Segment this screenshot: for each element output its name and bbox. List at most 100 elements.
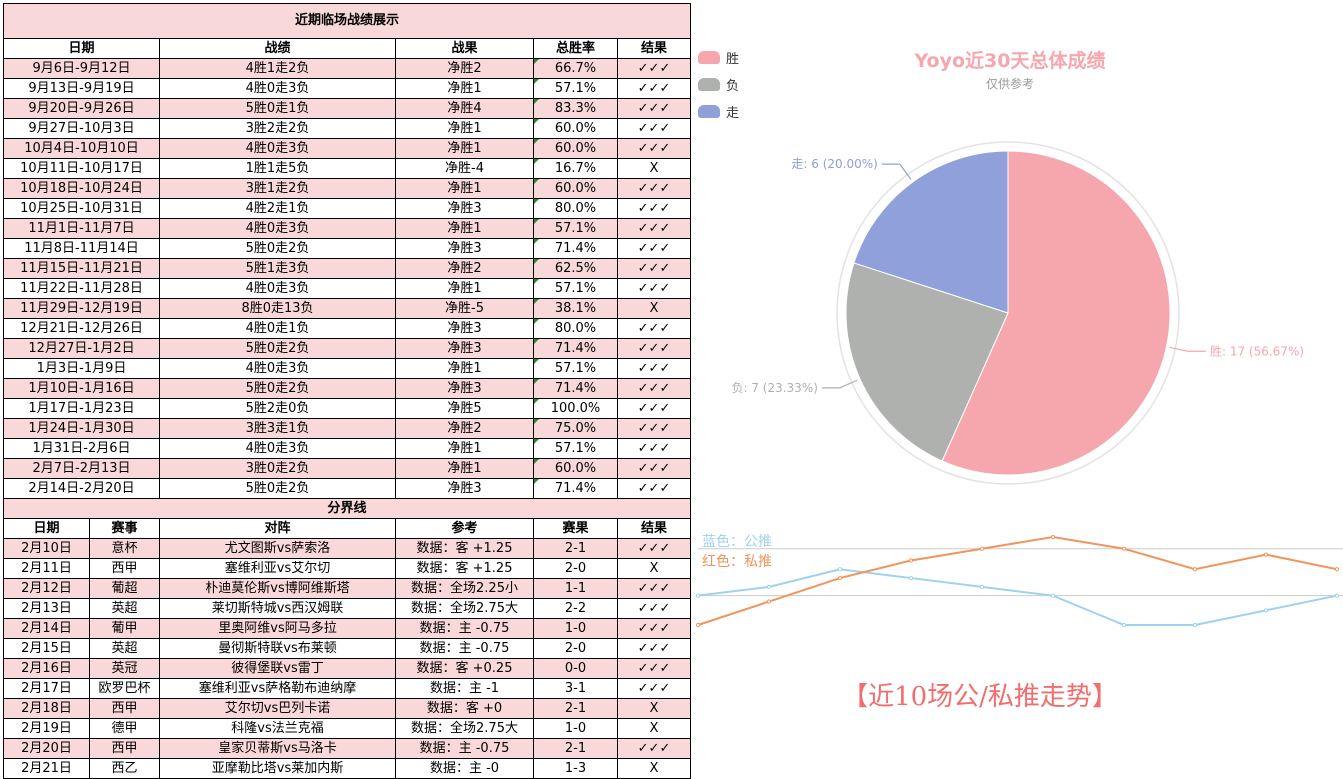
trend-point xyxy=(695,622,701,628)
weekly-row: 2月7日-2月13日 3胜0走2负 净胜1 60.0% ✓✓✓ xyxy=(3,458,692,479)
match-league: 欧罗巴杯 xyxy=(89,678,160,699)
match-league: 英超 xyxy=(89,598,160,619)
weekly-rate: 38.1% xyxy=(533,298,618,319)
weekly-rate: 83.3% xyxy=(533,98,618,119)
weekly-row: 9月27日-10月3日 3胜2走2负 净胜1 60.0% ✓✓✓ xyxy=(3,118,692,139)
weekly-header-cell: 战绩 xyxy=(159,38,396,59)
match-date: 2月15日 xyxy=(3,638,90,659)
pie-legend: 胜负走 xyxy=(698,44,739,125)
trend-point xyxy=(766,584,772,589)
weekly-record: 5胜2走0负 xyxy=(159,398,396,419)
match-score: 1-0 xyxy=(533,718,618,739)
weekly-rate: 80.0% xyxy=(533,318,618,339)
match-score: 0-0 xyxy=(533,658,618,679)
weekly-record: 4胜0走3负 xyxy=(159,78,396,99)
weekly-net: 净胜3 xyxy=(395,338,534,359)
match-match: 里奥阿维vs阿马多拉 xyxy=(159,618,396,639)
match-date: 2月12日 xyxy=(3,578,90,599)
weekly-row: 11月22日-11月28日 4胜0走3负 净胜1 57.1% ✓✓✓ xyxy=(3,278,692,299)
pie-outer-ring xyxy=(836,141,1180,485)
match-result: ✓✓✓ xyxy=(616,538,692,559)
weekly-row: 1月3日-1月9日 4胜0走3负 净胜1 57.1% ✓✓✓ xyxy=(3,358,692,379)
weekly-rate: 57.1% xyxy=(533,78,618,99)
trend-point xyxy=(837,575,843,581)
weekly-record: 5胜0走2负 xyxy=(159,338,396,359)
public-series-label: 蓝色：公推 xyxy=(702,534,772,550)
private-series-label: 红色：私推 xyxy=(702,554,772,570)
weekly-result: ✓✓✓ xyxy=(616,398,692,419)
match-date: 2月21日 xyxy=(3,758,90,779)
weekly-net: 净胜2 xyxy=(395,58,534,79)
match-match: 朴迪莫伦斯vs博阿维斯塔 xyxy=(159,578,396,599)
weekly-net: 净胜3 xyxy=(395,198,534,219)
record-table: 近期临场战绩展示 日期 战绩 战果 总胜率 结果 9月6日-9月12日 4胜1走2负 净胜2 66… xyxy=(2,3,692,779)
match-result: X xyxy=(616,758,692,779)
weekly-record: 4胜0走3负 xyxy=(159,278,396,299)
legend-swatch xyxy=(698,51,720,64)
match-header-cell: 对阵 xyxy=(159,518,396,539)
weekly-result: ✓✓✓ xyxy=(616,58,692,79)
legend-item[interactable]: 负 xyxy=(698,71,739,98)
weekly-record: 5胜0走2负 xyxy=(159,238,396,259)
weekly-row: 1月10日-1月16日 5胜0走2负 净胜3 71.4% ✓✓✓ xyxy=(3,378,692,399)
weekly-date: 1月17日-1月23日 xyxy=(3,398,160,419)
match-match: 塞维利亚vs艾尔切 xyxy=(159,558,396,579)
weekly-result: ✓✓✓ xyxy=(616,378,692,399)
weekly-rate: 57.1% xyxy=(533,218,618,239)
pie-slice[interactable] xyxy=(941,150,1171,476)
weekly-result: ✓✓✓ xyxy=(616,358,692,379)
weekly-rate: 80.0% xyxy=(533,198,618,219)
weekly-net: 净胜2 xyxy=(395,258,534,279)
weekly-rate: 62.5% xyxy=(533,258,618,279)
weekly-rate: 57.1% xyxy=(533,358,618,379)
weekly-net: 净胜1 xyxy=(395,138,534,159)
legend-item[interactable]: 胜 xyxy=(698,44,739,71)
match-score: 2-0 xyxy=(533,558,618,579)
match-league: 英冠 xyxy=(89,658,160,679)
match-ref: 数据：全场2.75大 xyxy=(395,598,534,619)
pie-slice-label: 负: 7 (23.33%) xyxy=(731,381,817,395)
pie-slice[interactable] xyxy=(853,150,1009,314)
weekly-net: 净胜1 xyxy=(395,438,534,459)
match-result: ✓✓✓ xyxy=(616,738,692,759)
pie-label-leader xyxy=(821,379,858,389)
legend-item[interactable]: 走 xyxy=(698,98,739,125)
weekly-record: 3胜0走2负 xyxy=(159,458,396,479)
match-header-cell: 日期 xyxy=(3,518,90,539)
match-league: 意杯 xyxy=(89,538,160,559)
weekly-date: 9月13日-9月19日 xyxy=(3,78,160,99)
weekly-row: 11月15日-11月21日 5胜1走3负 净胜2 62.5% ✓✓✓ xyxy=(3,258,692,279)
weekly-date: 1月3日-1月9日 xyxy=(3,358,160,379)
weekly-net: 净胜3 xyxy=(395,478,534,499)
weekly-date: 1月10日-1月16日 xyxy=(3,378,160,399)
weekly-date: 10月11日-10月17日 xyxy=(3,158,160,179)
trend-point xyxy=(1121,622,1127,628)
pie-slice[interactable] xyxy=(845,262,1009,462)
weekly-date: 9月27日-10月3日 xyxy=(3,118,160,139)
match-row: 2月10日 意杯 尤文图斯vs萨索洛 数据：客 +1.25 2-1 ✓✓✓ xyxy=(3,538,692,559)
weekly-rate: 16.7% xyxy=(533,158,618,179)
match-score: 2-1 xyxy=(533,738,618,759)
weekly-row: 10月18日-10月24日 3胜1走2负 净胜1 60.0% ✓✓✓ xyxy=(3,178,692,199)
weekly-date: 10月18日-10月24日 xyxy=(3,178,160,199)
match-date: 2月17日 xyxy=(3,678,90,699)
match-score: 1-1 xyxy=(533,578,618,599)
weekly-record: 3胜1走2负 xyxy=(159,178,396,199)
match-date: 2月11日 xyxy=(3,558,90,579)
weekly-result: ✓✓✓ xyxy=(616,478,692,499)
weekly-result: X xyxy=(616,298,692,319)
weekly-net: 净胜1 xyxy=(395,78,534,99)
match-result: X xyxy=(616,698,692,719)
weekly-date: 12月27日-1月2日 xyxy=(3,338,160,359)
weekly-date: 1月24日-1月30日 xyxy=(3,418,160,439)
weekly-result: ✓✓✓ xyxy=(616,418,692,439)
match-row: 2月15日 英超 曼彻斯特联vs布莱顿 数据：主 -0.75 2-0 ✓✓✓ xyxy=(3,638,692,659)
weekly-header-cell: 日期 xyxy=(3,38,160,59)
match-league: 西甲 xyxy=(89,738,160,759)
match-score: 2-1 xyxy=(533,538,618,559)
weekly-row: 10月11日-10月17日 1胜1走5负 净胜-4 16.7% X xyxy=(3,158,692,179)
match-result: X xyxy=(616,718,692,739)
legend-label: 走 xyxy=(726,106,740,121)
weekly-header-cell: 战果 xyxy=(395,38,534,59)
weekly-rate: 60.0% xyxy=(533,138,618,159)
